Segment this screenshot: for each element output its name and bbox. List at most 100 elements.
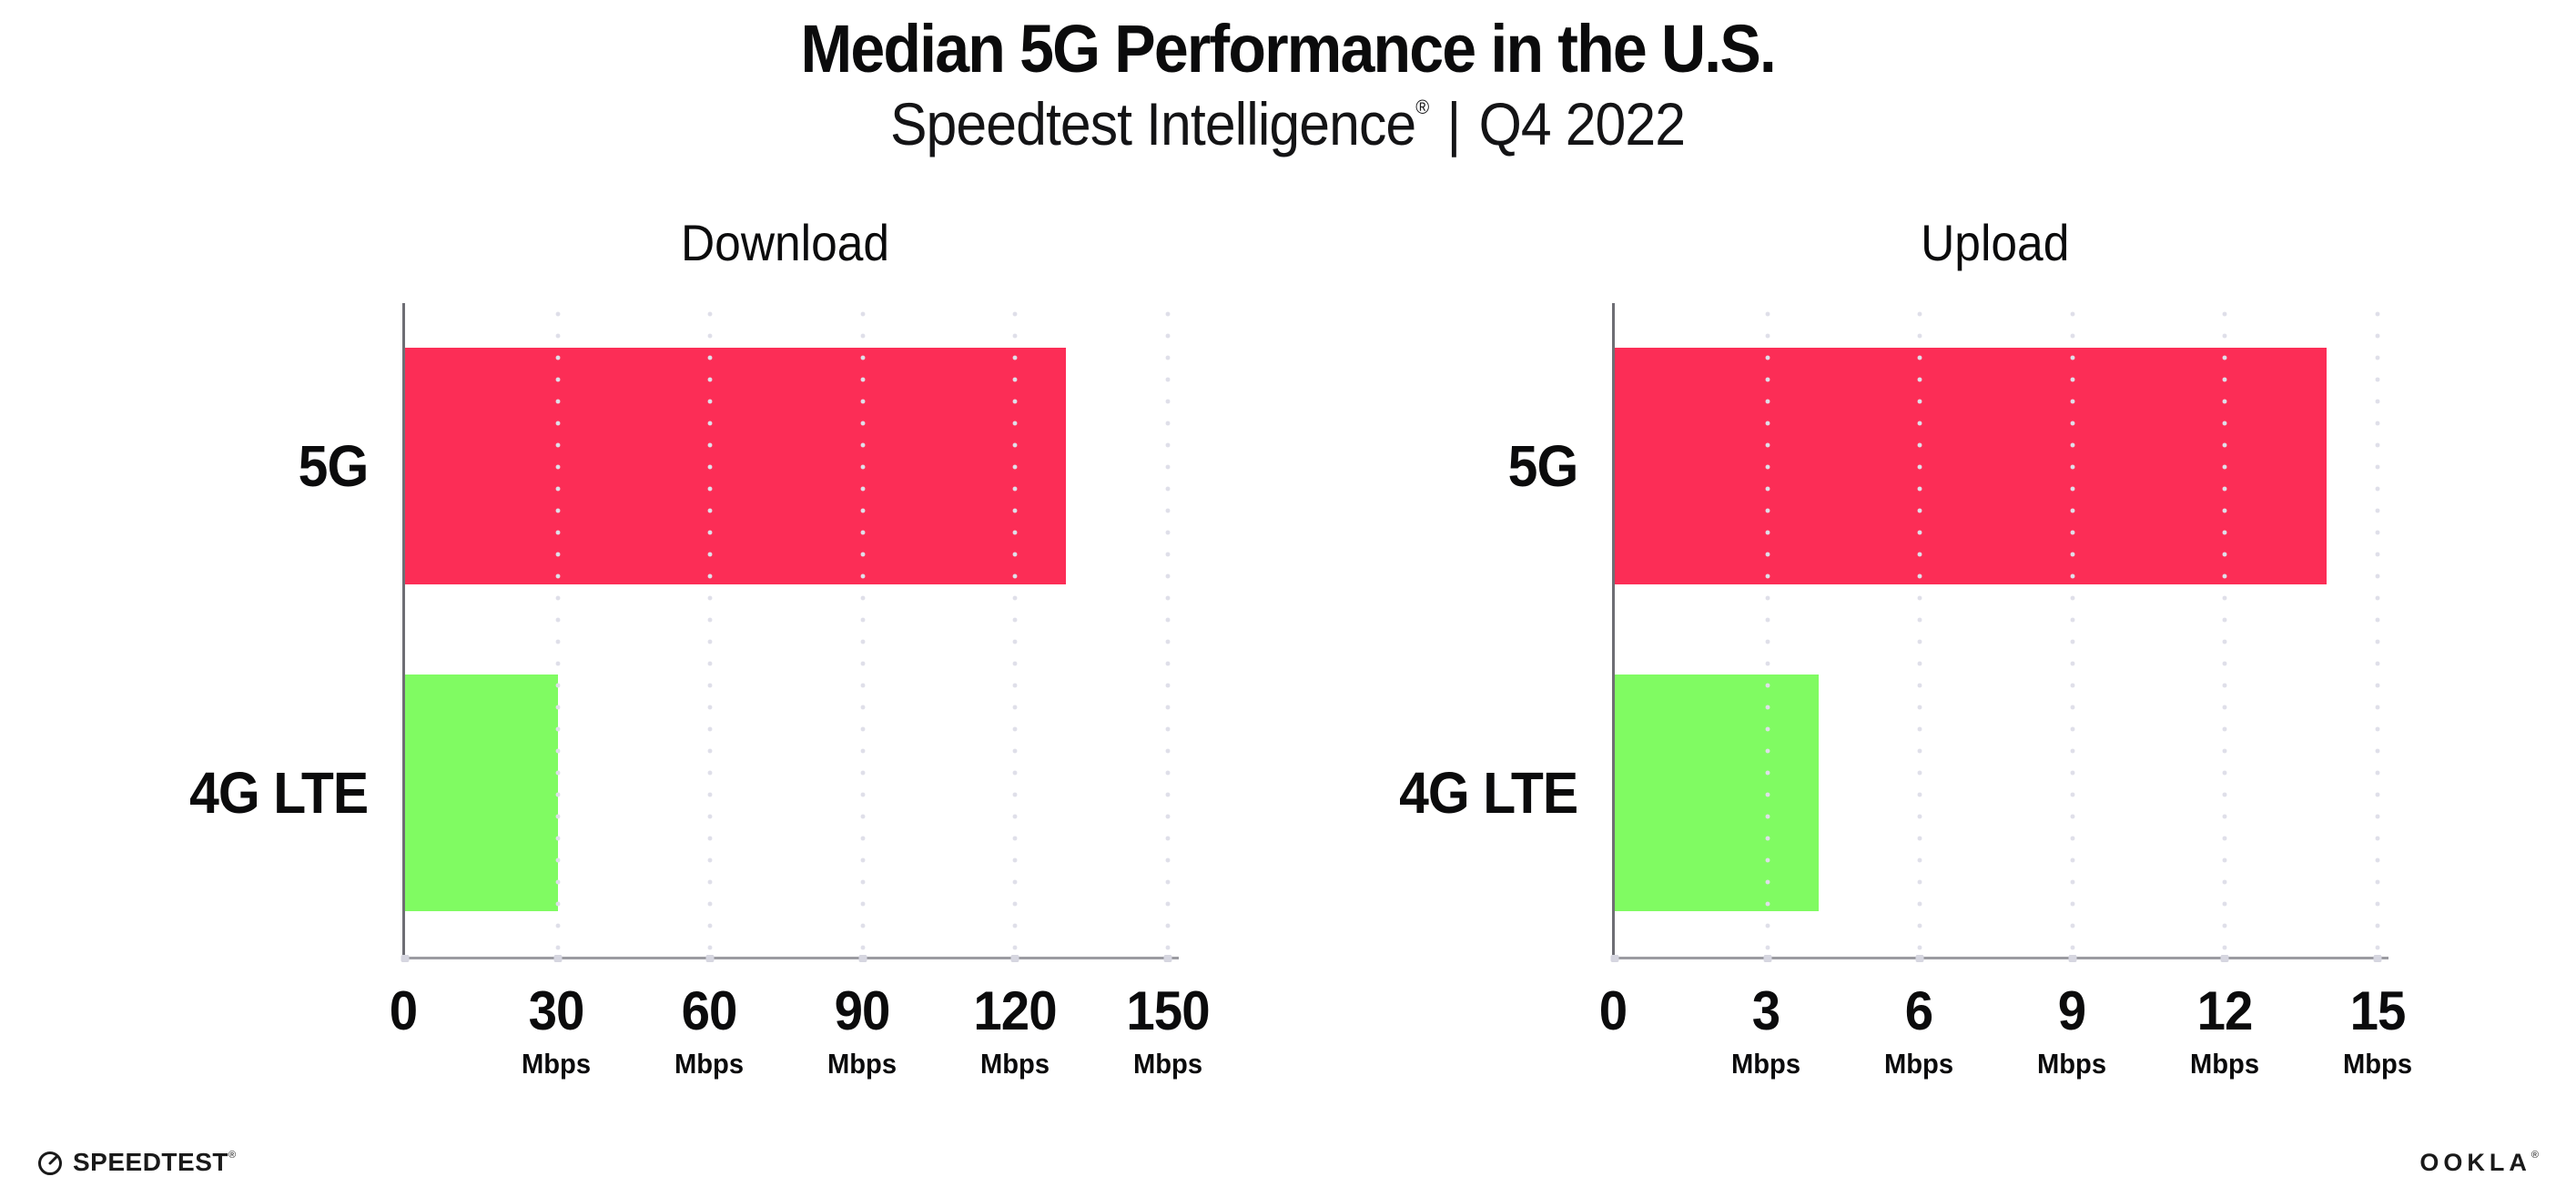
gridline bbox=[1165, 302, 1171, 957]
tick-mark bbox=[2220, 954, 2229, 962]
tick-value: 0 bbox=[389, 979, 418, 1041]
speedtest-wordmark-text: SPEEDTEST bbox=[73, 1148, 228, 1176]
header: Median 5G Performance in the U.S. Speedt… bbox=[0, 0, 2576, 157]
x-tick-90: 90 Mbps bbox=[826, 979, 899, 1080]
tick-value: 90 bbox=[834, 979, 891, 1041]
x-tick-60: 60 Mbps bbox=[673, 979, 746, 1080]
upload-bar-4g-lte bbox=[1615, 675, 1819, 912]
download-category-labels: 5G 4G LTE bbox=[85, 303, 402, 957]
speedtest-wordmark: SPEEDTEST® bbox=[73, 1148, 237, 1177]
x-tick-30: 30 Mbps bbox=[520, 983, 593, 1080]
tick-mark bbox=[1763, 954, 1772, 962]
tick-unit: Mbps bbox=[827, 1047, 898, 1080]
speedtest-registered-mark: ® bbox=[228, 1150, 237, 1161]
upload-chart-body: 5G 4G LTE bbox=[1294, 302, 2388, 962]
ookla-logo: OOKLA® bbox=[2419, 1149, 2543, 1177]
upload-x-axis-labels: 0 3 Mbps 6 Mbps 9 Mbps 12 Mbps 15 Mbps bbox=[1599, 979, 2412, 1139]
x-tick-3: 3 Mbps bbox=[1729, 979, 1803, 1080]
ookla-registered-mark: ® bbox=[2530, 1149, 2543, 1161]
download-bar-5g bbox=[405, 348, 1067, 585]
gridline bbox=[1012, 302, 1018, 957]
tick-mark bbox=[2373, 954, 2382, 962]
x-tick-15: 15 Mbps bbox=[2341, 979, 2415, 1080]
download-bars bbox=[405, 303, 1168, 957]
tick-unit: Mbps bbox=[2342, 1047, 2413, 1080]
footer: SPEEDTEST® OOKLA® bbox=[36, 1148, 2543, 1177]
tick-mark bbox=[2068, 954, 2077, 962]
category-cell: 5G bbox=[85, 303, 402, 630]
x-tick-0: 0 bbox=[1598, 979, 1628, 1041]
tick-value: 12 bbox=[2196, 979, 2254, 1041]
tick-mark bbox=[1163, 954, 1172, 962]
upload-bar-5g bbox=[1615, 348, 2328, 585]
x-tick-150: 150 Mbps bbox=[1123, 979, 1212, 1080]
tick-unit: Mbps bbox=[2189, 1047, 2260, 1080]
gridline bbox=[2222, 302, 2227, 957]
download-plot-area bbox=[401, 302, 1179, 962]
tick-value: 3 bbox=[1751, 979, 1780, 1041]
bar-band bbox=[405, 630, 1168, 957]
category-cell: 5G bbox=[1294, 303, 1612, 630]
tick-unit: Mbps bbox=[2036, 1047, 2107, 1080]
category-cell: 4G LTE bbox=[85, 630, 402, 957]
tick-value: 9 bbox=[2057, 979, 2086, 1041]
category-label-4g-lte: 4G LTE bbox=[188, 760, 369, 827]
tick-unit: Mbps bbox=[674, 1047, 745, 1080]
download-bar-4g-lte bbox=[405, 675, 558, 912]
bar-band bbox=[405, 303, 1168, 630]
page-subtitle: Speedtest Intelligence® | Q4 2022 bbox=[0, 91, 2576, 157]
tick-unit: Mbps bbox=[1730, 1047, 1801, 1080]
x-tick-6: 6 Mbps bbox=[1882, 979, 1956, 1080]
download-panel-title: Download bbox=[403, 212, 1168, 273]
page-title-text: Median 5G Performance in the U.S. bbox=[800, 11, 1777, 86]
tick-mark bbox=[1610, 954, 1619, 962]
registered-trademark-symbol: ® bbox=[1415, 95, 1430, 118]
upload-panel-title: Upload bbox=[1613, 212, 2378, 273]
upload-x-axis-line bbox=[1612, 956, 2388, 959]
gridline bbox=[555, 302, 561, 957]
tick-value: 15 bbox=[2349, 979, 2407, 1041]
upload-bars bbox=[1615, 303, 2378, 957]
bar-band bbox=[1615, 630, 2378, 957]
download-x-axis-line bbox=[402, 956, 1179, 959]
subtitle-period: Q4 2022 bbox=[1479, 89, 1686, 157]
tick-unit: Mbps bbox=[1883, 1047, 1954, 1080]
ookla-wordmark-text: OOKLA bbox=[2419, 1148, 2531, 1176]
bar-band bbox=[1615, 303, 2378, 630]
category-label-5g: 5G bbox=[1507, 433, 1578, 500]
gridline bbox=[2070, 302, 2075, 957]
tick-unit: Mbps bbox=[1132, 1047, 1203, 1080]
download-chart-panel: Download 5G 4G LTE 0 30 Mbps 60 Mbps 90 Mbps 120… bbox=[85, 212, 1211, 1139]
tick-mark bbox=[553, 954, 563, 962]
tick-value: 150 bbox=[1126, 979, 1210, 1041]
speedtest-logo: SPEEDTEST® bbox=[36, 1148, 237, 1177]
charts-row: Download 5G 4G LTE 0 30 Mbps 60 Mbps 90 Mbps 120… bbox=[85, 212, 2576, 1139]
page-title: Median 5G Performance in the U.S. bbox=[0, 13, 2576, 86]
tick-mark bbox=[1010, 954, 1019, 962]
category-label-5g: 5G bbox=[298, 433, 369, 500]
x-tick-0: 0 bbox=[389, 979, 418, 1041]
gridline bbox=[2375, 302, 2380, 957]
tick-mark bbox=[705, 954, 715, 962]
page-subtitle-text: Speedtest Intelligence® | Q4 2022 bbox=[890, 89, 1686, 157]
tick-unit: Mbps bbox=[521, 1047, 592, 1080]
gridline bbox=[860, 302, 866, 957]
upload-category-labels: 5G 4G LTE bbox=[1294, 303, 1612, 957]
speedtest-gauge-icon bbox=[38, 1151, 62, 1175]
tick-value: 60 bbox=[681, 979, 738, 1041]
x-tick-12: 12 Mbps bbox=[2188, 979, 2262, 1080]
category-cell: 4G LTE bbox=[1294, 630, 1612, 957]
x-tick-9: 9 Mbps bbox=[2035, 979, 2109, 1080]
x-tick-120: 120 Mbps bbox=[970, 983, 1059, 1078]
gridline bbox=[707, 302, 713, 957]
subtitle-brand: Speedtest Intelligence bbox=[890, 89, 1416, 157]
category-label-4g-lte: 4G LTE bbox=[1398, 760, 1578, 827]
tick-value: 6 bbox=[1904, 979, 1933, 1041]
tick-value: 0 bbox=[1598, 979, 1628, 1041]
tick-mark bbox=[401, 954, 410, 962]
download-chart-body: 5G 4G LTE bbox=[85, 302, 1179, 962]
tick-mark bbox=[1915, 954, 1924, 962]
subtitle-separator: | bbox=[1446, 89, 1462, 157]
upload-panel-title-text: Upload bbox=[1921, 213, 2070, 271]
gridline bbox=[1765, 302, 1770, 957]
